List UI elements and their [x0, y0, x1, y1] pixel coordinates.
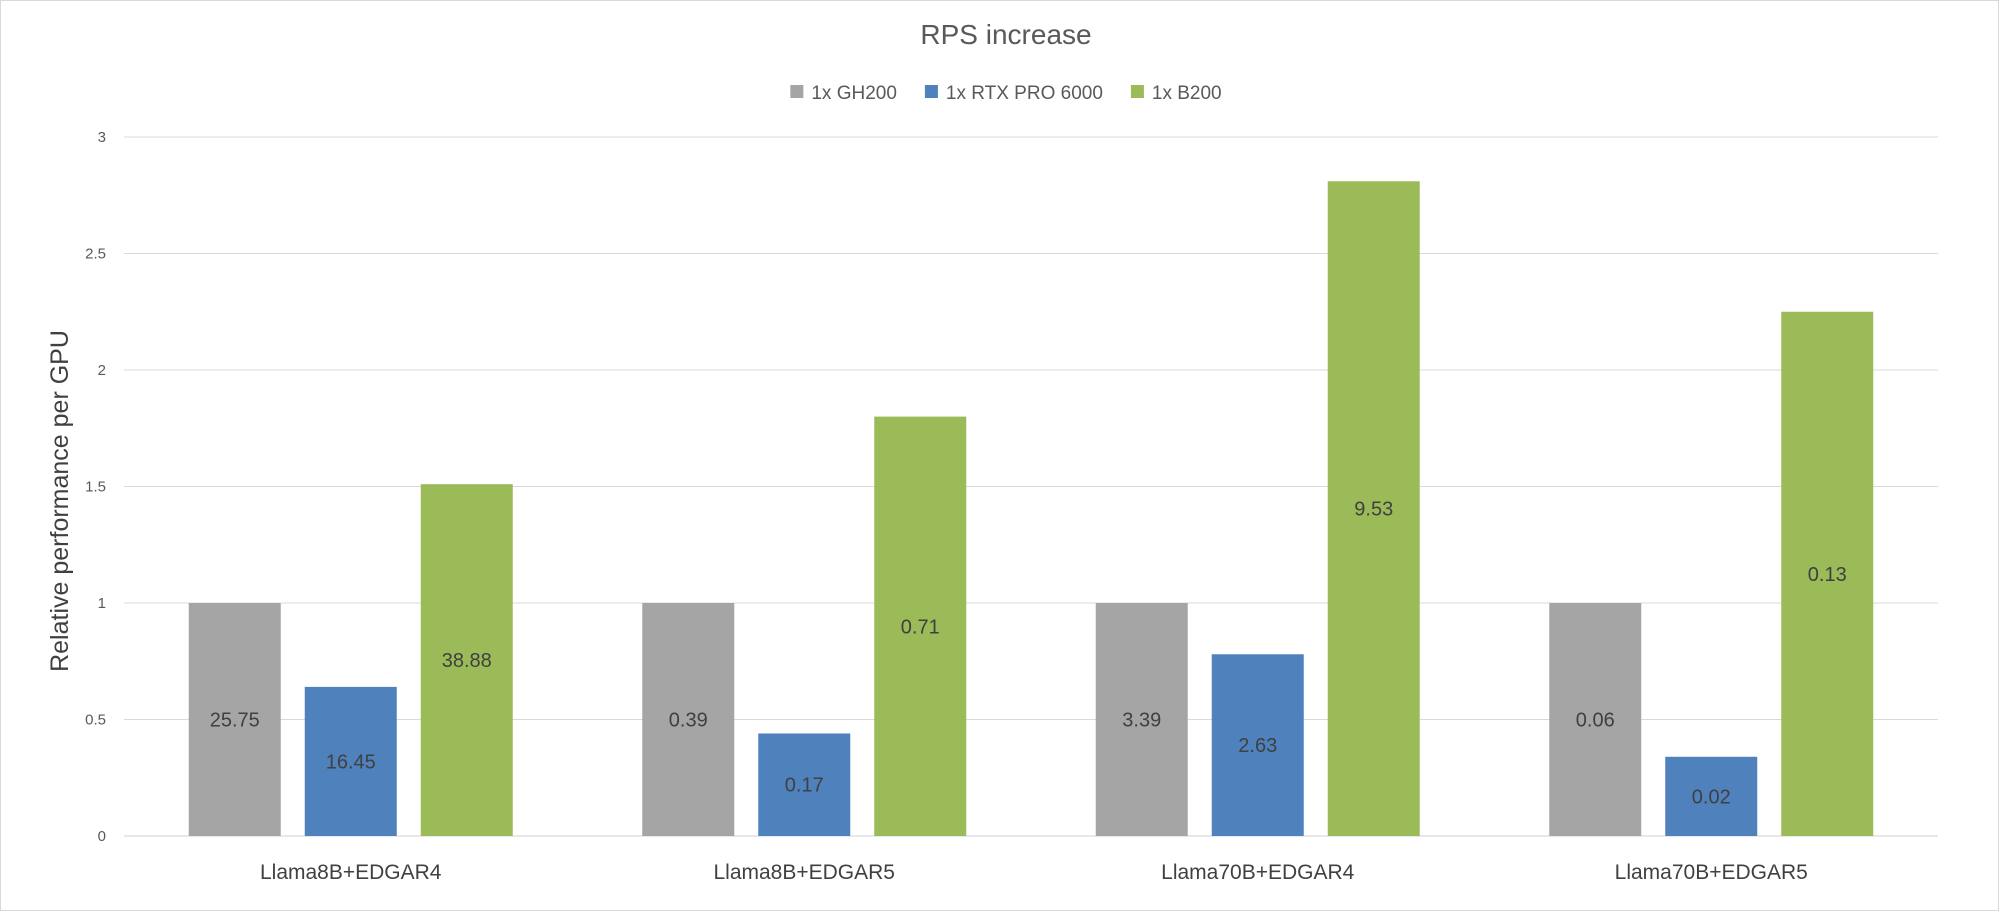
x-category-label: Llama70B+EDGAR5 — [1615, 861, 1808, 884]
legend-swatch — [1130, 85, 1144, 98]
y-tick-label: 2.5 — [85, 246, 106, 263]
bar — [1211, 654, 1304, 836]
chart-title: RPS increase — [920, 19, 1091, 50]
data-label: 16.45 — [326, 751, 376, 773]
y-tick-label: 1 — [98, 595, 106, 612]
legend-label: 1x GH200 — [811, 83, 897, 104]
x-category-label: Llama8B+EDGAR4 — [260, 861, 442, 884]
legend-swatch — [924, 85, 938, 98]
y-tick-label: 0.5 — [85, 712, 106, 729]
y-tick-label: 3 — [98, 129, 106, 146]
legend: 1x GH200 1x RTX PRO 6000 1x B200 — [790, 83, 1222, 104]
data-label: 3.39 — [1122, 710, 1161, 732]
bar — [188, 603, 281, 836]
y-tick-label: 2 — [98, 362, 106, 379]
bar — [1327, 181, 1420, 836]
data-label: 0.39 — [669, 710, 708, 732]
bar — [758, 733, 851, 836]
bar — [874, 416, 967, 836]
y-tick-label: 0 — [98, 828, 106, 845]
bar — [1665, 756, 1758, 836]
bar — [1549, 603, 1642, 836]
legend-swatch — [790, 85, 804, 98]
y-axis-ticks: 0 0.5 1 1.5 2 2.5 3 — [85, 129, 106, 845]
data-label: 25.75 — [210, 710, 260, 732]
x-category-label: Llama8B+EDGAR5 — [713, 861, 895, 884]
data-label: 0.71 — [901, 616, 940, 638]
legend-label: 1x RTX PRO 6000 — [946, 83, 1103, 104]
data-labels: 25.75 16.45 38.88 0.39 0.17 0.71 3.39 2.63 9.53 0… — [210, 499, 1847, 809]
data-label: 0.13 — [1808, 564, 1847, 586]
data-label: 9.53 — [1354, 499, 1393, 521]
bar — [1095, 603, 1188, 836]
data-label: 38.88 — [442, 650, 492, 672]
x-category-label: Llama70B+EDGAR4 — [1161, 861, 1355, 884]
x-axis-categories: Llama8B+EDGAR4 Llama8B+EDGAR5 Llama70B+EDG… — [260, 861, 1808, 884]
bars — [188, 181, 1874, 836]
bar — [304, 686, 397, 836]
data-label: 2.63 — [1238, 735, 1277, 757]
bar — [1781, 311, 1874, 836]
bar — [420, 484, 513, 836]
bar — [642, 603, 735, 836]
y-axis-label: Relative performance per GPU — [46, 330, 74, 672]
legend-label: 1x B200 — [1152, 83, 1222, 104]
y-tick-label: 1.5 — [85, 479, 106, 496]
data-label: 0.17 — [785, 775, 824, 797]
data-label: 0.06 — [1576, 710, 1615, 732]
data-label: 0.02 — [1692, 786, 1731, 808]
